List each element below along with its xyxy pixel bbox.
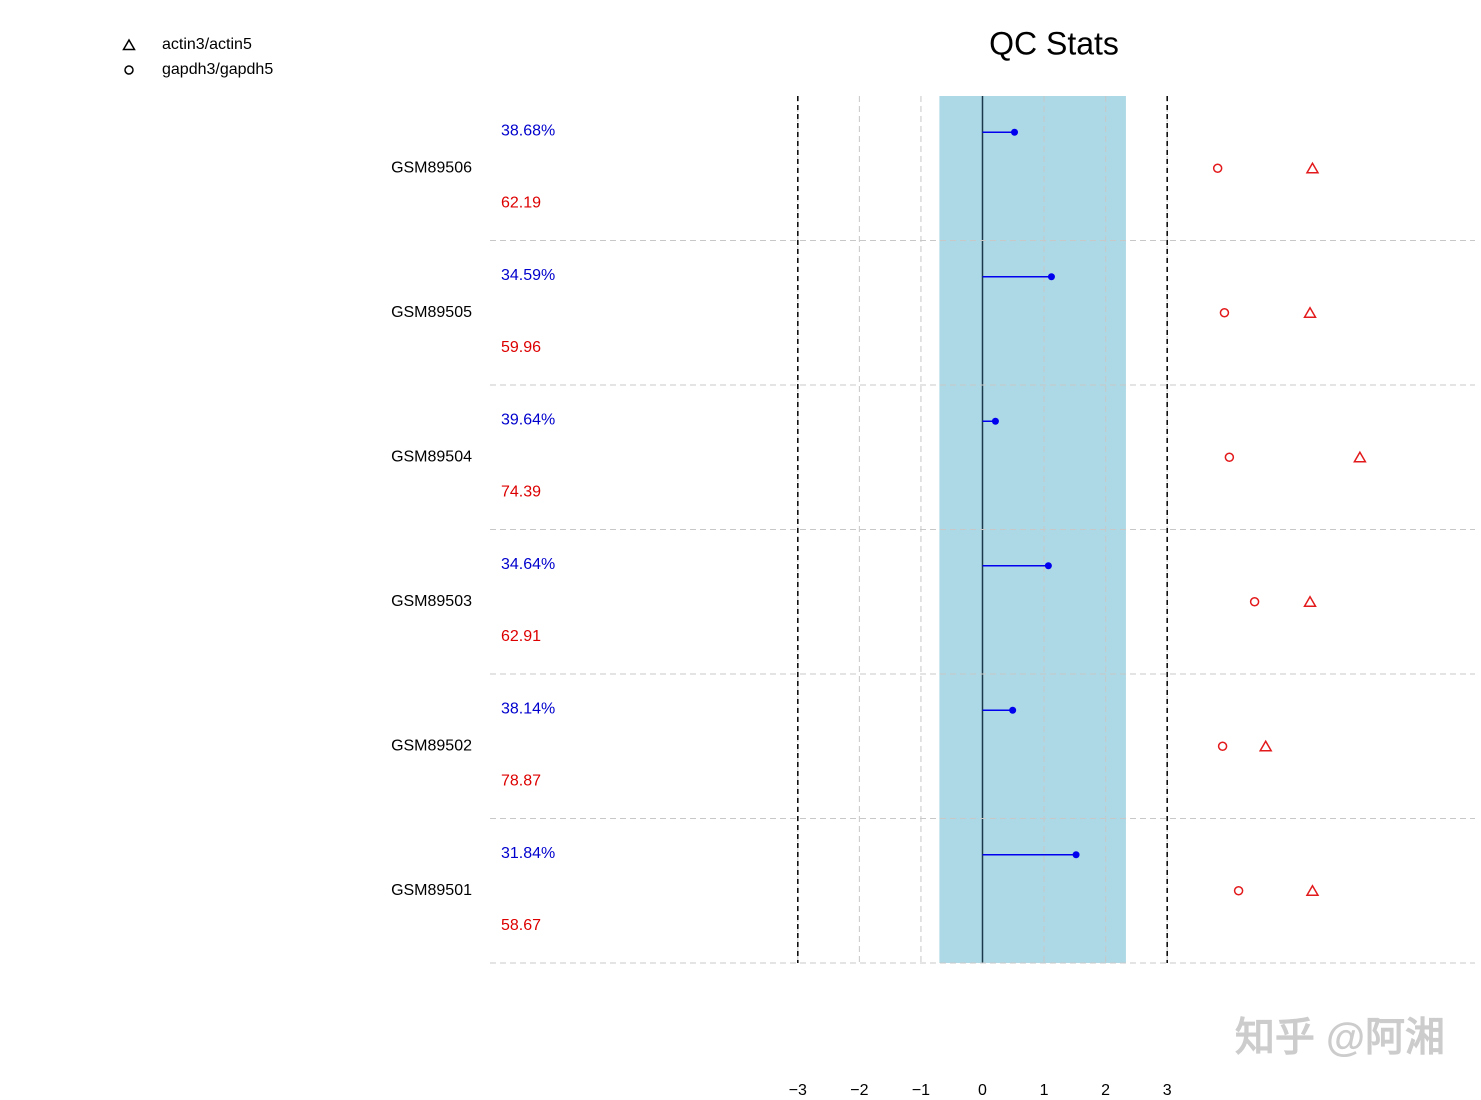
circle-marker <box>124 65 134 75</box>
circle-marker <box>1217 741 1228 751</box>
triangle-marker <box>1303 595 1317 607</box>
triangle-marker <box>1258 739 1273 752</box>
watermark: 知乎 @阿湘 <box>1235 1016 1445 1060</box>
legend-label: actin3/actin5 <box>162 36 252 53</box>
average-background: 78.87 <box>501 772 541 789</box>
circle-marker <box>1249 597 1260 607</box>
sample-label: GSM89501 <box>391 882 472 899</box>
average-background: 74.39 <box>501 483 541 500</box>
scale-factor-dot <box>1044 562 1052 570</box>
percent-present: 34.59% <box>501 267 555 284</box>
sample-label: GSM89506 <box>391 159 472 176</box>
triangle-marker <box>1353 450 1367 463</box>
x-tick-label: −2 <box>850 1082 868 1099</box>
scale-factor-dot <box>1009 706 1017 714</box>
average-background: 58.67 <box>501 917 541 934</box>
x-tick-label: 0 <box>978 1082 987 1099</box>
average-background: 59.96 <box>501 339 541 356</box>
average-background: 62.91 <box>501 628 541 645</box>
scale-factor-dot <box>991 417 999 425</box>
percent-present: 39.64% <box>501 411 555 428</box>
sample-label: GSM89502 <box>391 737 472 754</box>
percent-present: 38.14% <box>501 700 555 717</box>
circle-marker <box>1219 308 1230 318</box>
x-tick-label: −3 <box>789 1082 807 1099</box>
chart-title: QC Stats <box>989 25 1119 61</box>
x-tick-label: −1 <box>912 1082 930 1099</box>
circle-marker <box>1212 163 1223 173</box>
scale-factor-dot <box>1011 128 1019 136</box>
circle-marker <box>1224 452 1235 462</box>
sample-label: GSM89503 <box>391 593 472 610</box>
triangle-marker <box>1303 306 1317 318</box>
sample-label: GSM89504 <box>391 448 472 465</box>
percent-present: 34.64% <box>501 556 555 573</box>
x-tick-label: 1 <box>1040 1082 1049 1099</box>
x-tick-label: 2 <box>1101 1082 1110 1099</box>
triangle-marker <box>1305 161 1320 174</box>
circle-marker <box>1233 886 1244 896</box>
average-background: 62.19 <box>501 194 541 211</box>
percent-present: 38.68% <box>501 122 555 139</box>
legend-label: gapdh3/gapdh5 <box>162 61 273 78</box>
sample-label: GSM89505 <box>391 304 472 321</box>
scale-factor-dot <box>1047 273 1055 281</box>
x-tick-label: 3 <box>1163 1082 1172 1099</box>
triangle-marker <box>1305 884 1320 896</box>
triangle-marker <box>122 38 136 51</box>
scale-factor-dot <box>1072 851 1080 859</box>
percent-present: 31.84% <box>501 845 555 862</box>
